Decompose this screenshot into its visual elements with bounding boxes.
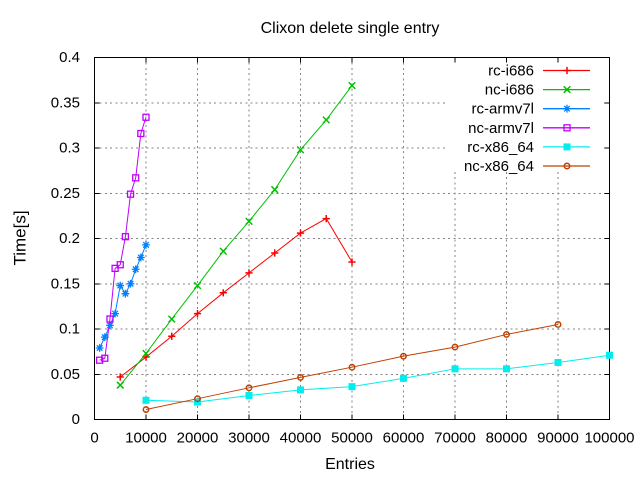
svg-text:80000: 80000 (486, 429, 528, 446)
svg-text:nc-i686: nc-i686 (485, 82, 534, 99)
svg-text:10000: 10000 (125, 429, 167, 446)
svg-text:20000: 20000 (177, 429, 219, 446)
svg-text:Time[s]: Time[s] (11, 210, 30, 265)
svg-text:rc-armv7l: rc-armv7l (472, 101, 535, 118)
svg-text:rc-i686: rc-i686 (488, 63, 534, 80)
svg-text:0.15: 0.15 (51, 275, 80, 292)
svg-text:70000: 70000 (434, 429, 476, 446)
svg-text:50000: 50000 (331, 429, 373, 446)
svg-text:100000: 100000 (584, 429, 634, 446)
svg-text:0.4: 0.4 (59, 49, 80, 66)
svg-text:30000: 30000 (228, 429, 270, 446)
svg-text:60000: 60000 (383, 429, 425, 446)
svg-text:Entries: Entries (325, 456, 375, 473)
svg-text:rc-x86_64: rc-x86_64 (467, 139, 534, 156)
svg-text:0: 0 (72, 411, 80, 428)
svg-text:nc-x86_64: nc-x86_64 (464, 158, 534, 175)
svg-text:0.05: 0.05 (51, 366, 80, 383)
svg-text:0.35: 0.35 (51, 94, 80, 111)
svg-text:90000: 90000 (537, 429, 579, 446)
svg-text:0: 0 (90, 429, 98, 446)
svg-text:Clixon delete single entry: Clixon delete single entry (261, 20, 440, 37)
svg-text:nc-armv7l: nc-armv7l (468, 120, 534, 137)
svg-text:0.25: 0.25 (51, 185, 80, 202)
svg-text:0.1: 0.1 (59, 321, 80, 338)
svg-text:0.2: 0.2 (59, 230, 80, 247)
svg-text:0.3: 0.3 (59, 140, 80, 157)
svg-text:40000: 40000 (280, 429, 322, 446)
